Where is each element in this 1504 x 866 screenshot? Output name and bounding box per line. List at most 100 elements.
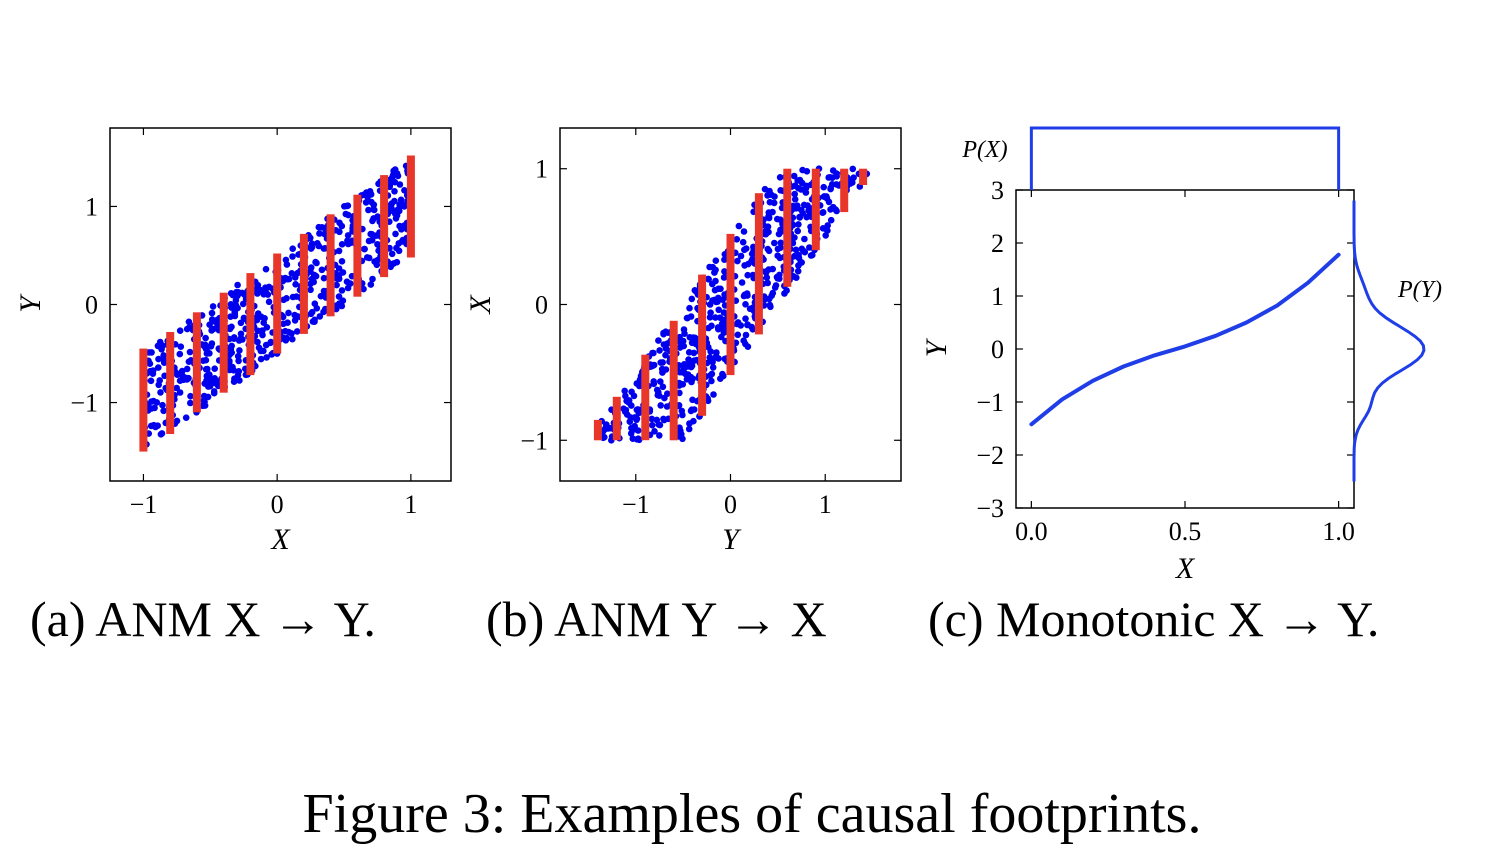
noise-bar [859,168,868,185]
data-point [655,337,662,344]
data-point [367,281,375,288]
data-point [709,364,717,371]
data-point [791,190,798,198]
data-point [827,216,835,224]
data-point [257,355,265,363]
noise-bar [698,274,707,416]
y-axis-label: Y [14,293,47,313]
data-point [289,293,297,301]
data-point [313,259,320,267]
data-point [706,263,713,271]
x-axis-label: X [1175,552,1196,585]
data-point [344,232,352,239]
data-point [204,393,212,401]
data-point [822,232,829,239]
data-point [806,244,813,251]
noise-bar [219,292,228,393]
data-point [705,276,712,283]
data-point [157,389,164,396]
data-point [849,165,857,173]
data-point [311,318,318,326]
data-point [154,422,161,430]
data-point [765,213,773,221]
data-point [803,213,810,221]
data-point [650,378,657,385]
data-point [734,331,742,339]
data-point [714,324,722,331]
data-point [742,301,749,308]
noise-bar [192,312,201,413]
data-point [765,266,772,273]
data-point [807,252,815,259]
data-point [397,196,405,204]
data-point [602,424,609,432]
data-point [676,344,684,351]
data-point [774,252,781,259]
data-point [794,177,801,184]
y-tick-label: 0 [991,335,1004,364]
data-point [651,428,658,435]
data-point [735,222,743,230]
data-point [155,355,162,363]
data-point [370,215,377,222]
noise-bar [840,168,849,213]
data-point [656,347,663,354]
subcaption-c: (c) Monotonic X → Y. [928,591,1380,647]
data-point [202,334,209,342]
data-point [783,287,790,294]
data-point [711,269,718,276]
data-point [207,343,215,350]
data-point [211,365,218,373]
data-point [368,231,376,238]
data-point [820,183,827,191]
data-point [629,435,637,443]
data-point [738,279,746,286]
data-point [388,250,396,258]
data-point [368,236,376,244]
data-point [159,401,166,409]
data-point [799,166,806,174]
data-point [737,252,745,260]
data-point [391,178,399,186]
data-point [156,338,164,346]
data-point [317,292,325,300]
data-point [227,345,235,353]
data-point [150,397,157,405]
subcaption-a: (a) ANM X → Y. [30,591,376,647]
data-point [237,319,245,327]
data-point [289,335,296,343]
data-point [160,352,167,359]
x-tick-label: 1 [404,490,417,519]
data-point [686,304,693,312]
data-point [795,221,802,228]
y-tick-label: 1 [85,192,98,221]
data-point [711,286,719,294]
data-point [307,310,315,318]
data-point [312,272,320,280]
noise-bar [593,419,602,441]
data-point [827,206,834,213]
data-point [234,352,242,360]
data-point [391,210,399,217]
data-point [338,302,346,310]
data-point [705,343,712,351]
data-point [679,369,686,376]
data-point [391,188,398,195]
data-point [255,344,263,352]
data-point [734,257,741,265]
marginal-x-density [1029,126,1341,190]
data-point [393,170,401,177]
data-point [820,193,828,200]
data-point [261,315,268,322]
data-point [794,267,802,275]
data-point [689,334,697,341]
x-axis-label: Y [722,523,742,556]
data-point [363,254,371,261]
data-point [173,384,180,392]
data-point [183,325,191,333]
x-tick-label: 0.5 [1169,517,1202,546]
data-point [289,253,296,260]
data-point [158,430,166,437]
data-point [283,295,290,302]
data-point [307,264,315,271]
